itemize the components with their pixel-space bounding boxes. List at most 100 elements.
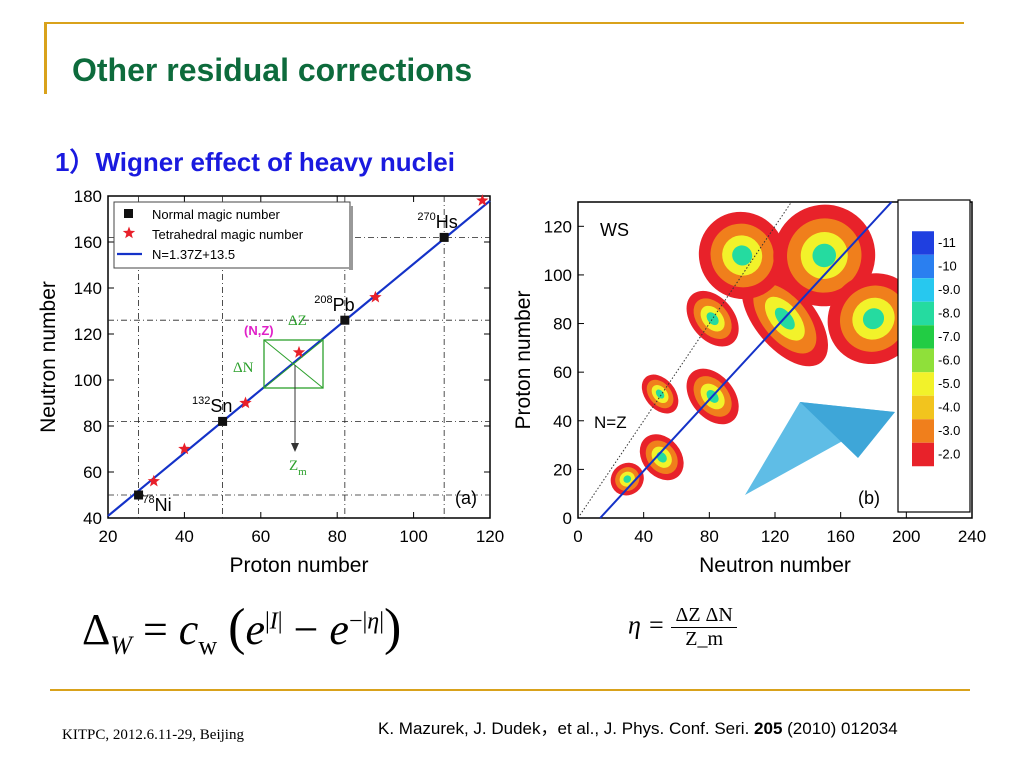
chart-b-xtick-label: 200 (892, 527, 920, 546)
chart-b-colorbar-swatch (912, 348, 934, 373)
chart-b-colorbar-swatch (912, 419, 934, 443)
chart-a-xlabel: Proton number (230, 554, 369, 577)
chart-a-ytick-label: 80 (83, 417, 102, 436)
chart-b-colorbar-swatch (912, 395, 934, 420)
chart-b-ytick-label: 0 (563, 509, 572, 528)
chart-b-ytick-label: 60 (553, 363, 572, 382)
chart-a-legend-shadow (349, 206, 353, 270)
chart-b-colorbar-label: -3.0 (938, 423, 960, 438)
chart-b-nz-label: N=Z (594, 413, 627, 432)
footer-ref-volume: 205 (754, 719, 783, 738)
chart-b-xtick-label: 240 (958, 527, 986, 546)
chart-a-legend-box (113, 201, 351, 269)
chart-a-tetrahedral-point (476, 194, 489, 206)
chart-a-annotation-box (263, 339, 324, 389)
chart-a-xtick-label: 20 (99, 527, 118, 546)
chart-b-heat-region-core (706, 312, 719, 326)
footer-conference: KITPC, 2012.6.11-29, Beijing (62, 727, 244, 743)
chart-a-tetrahedral-point (178, 442, 191, 455)
chart-a-ytick-label: 120 (74, 325, 102, 344)
chart-a-dz-label: ΔZ (288, 313, 307, 329)
eta-denominator: Z_m (685, 628, 724, 650)
top-rule (44, 22, 964, 24)
eta-numerator: ΔZ ΔN (671, 604, 737, 628)
chart-a-annotation-diag (263, 339, 324, 389)
chart-a-xtick-label: 80 (328, 527, 347, 546)
bottom-rule (50, 689, 970, 691)
footer-reference: K. Mazurek, J. Dudek，et al., J. Phys. Co… (378, 714, 898, 739)
eta-lhs: η = (628, 610, 665, 640)
chart-a-ytick-label: 160 (74, 233, 102, 252)
chart-b-colorbar-label: -5.0 (938, 376, 960, 391)
chart-a-legend-entry: Normal magic number (152, 207, 281, 222)
chart-a-arrow-head (291, 443, 299, 452)
chart-b-colorbar-label: -4.0 (938, 400, 960, 415)
chart-b-colorbar-swatch (912, 301, 934, 326)
chart-b-colorbar-swatch (912, 325, 934, 349)
chart-a-nucleus-label: 132Sn (192, 395, 232, 416)
chart-b-colorbar-label: -7.0 (938, 329, 960, 344)
chart-a-dn-label: ΔN (233, 360, 254, 376)
chart-b-ytick-label: 100 (544, 266, 572, 285)
footer-ref-suffix: (2010) 012034 (782, 719, 898, 738)
slide-title: Other residual corrections (72, 52, 473, 88)
legend-star-icon (122, 226, 136, 239)
chart-b-ylabel: Proton number (512, 291, 535, 430)
chart-b-ytick-label: 120 (544, 217, 572, 236)
legend-square-icon (124, 209, 133, 218)
chart-b-ytick-label: 20 (553, 460, 572, 479)
chart-a-normal-magic-point (439, 232, 449, 242)
chart-a-normal-magic-point (340, 315, 350, 325)
chart-b-colorbar-label: -9.0 (938, 282, 960, 297)
chart-b-ytick-label: 40 (553, 412, 572, 431)
chart-b-heat-region-core (655, 389, 665, 399)
paper-plane-icon (800, 402, 895, 458)
chart-b-ytick-label: 80 (553, 315, 572, 334)
chart-a-nucleus-label: 270Hs (417, 211, 457, 232)
chart-a-legend-entry: Tetrahedral magic number (152, 227, 304, 242)
title-accent-bar (44, 22, 47, 94)
chart-a-tetrahedral-point (239, 396, 252, 409)
slide-subtitle: 1）Wigner effect of heavy nuclei (55, 147, 455, 177)
chart-a-xtick-label: 120 (476, 527, 504, 546)
chart-b-heat-region-core (623, 475, 632, 483)
chart-a-xtick-label: 60 (251, 527, 270, 546)
chart-a-point-label: (N,Z) (244, 323, 274, 338)
chart-a-nucleus-label: 208Pb (314, 294, 354, 315)
chart-a-tetrahedral-point (147, 474, 160, 487)
chart-b-xtick-label: 0 (573, 527, 582, 546)
chart-a-legend: Normal magic number Tetrahedral magic num… (113, 201, 353, 270)
chart-a-tetrahedral-point (292, 345, 306, 358)
chart-b-heat-region-core (862, 308, 885, 330)
chart-b-colorbar-swatch (912, 231, 934, 255)
footer-ref-prefix: K. Mazurek, J. Dudek，et al., J. Phys. Co… (378, 719, 755, 738)
chart-a-ytick-label: 60 (83, 463, 102, 482)
chart-b-xtick-label: 40 (634, 527, 653, 546)
wigner-formula: ΔW = cw (e|I| − e−|η|) (82, 599, 402, 660)
chart-b-xlabel: Neutron number (699, 554, 851, 577)
chart-b-inset-label: WS (600, 220, 629, 240)
chart-b-colorbar-label: -10 (938, 259, 957, 274)
chart-b-colorbar-swatch (912, 372, 934, 396)
chart-b-nz-line (577, 201, 792, 519)
chart-a-normal-magic-point (218, 416, 228, 426)
chart-b-colorbar-swatch (912, 442, 934, 467)
chart-a-panel-label: (a) (455, 488, 477, 508)
chart-b-xtick-label: 120 (761, 527, 789, 546)
chart-b-xtick-label: 160 (826, 527, 854, 546)
chart-a-nucleus-label: 78Ni (142, 494, 171, 515)
chart-b-fit-line (599, 201, 893, 519)
chart-a-normal-magic-point (134, 490, 144, 500)
chart-a-tetrahedral-point (369, 290, 382, 303)
chart-a-xtick-label: 100 (399, 527, 427, 546)
chart-b-colorbar-label: -6.0 (938, 353, 960, 368)
chart-b-heat-region-core (732, 245, 753, 266)
chart-a-ytick-label: 180 (74, 187, 102, 206)
chart-b-colorbar-label: -2.0 (938, 447, 960, 462)
eta-fraction: ΔZ ΔN Z_m (671, 604, 737, 651)
chart-a-ytick-label: 100 (74, 371, 102, 390)
chart-b-colorbar-label: -8.0 (938, 306, 960, 321)
eta-formula: η = ΔZ ΔN Z_m (628, 604, 737, 651)
chart-a-xtick-label: 40 (175, 527, 194, 546)
